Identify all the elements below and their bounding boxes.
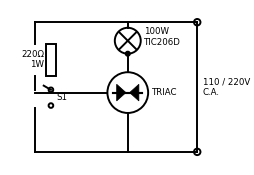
Polygon shape [129,84,138,101]
Circle shape [107,72,148,113]
Text: TRIAC: TRIAC [151,88,177,97]
Circle shape [193,149,200,155]
Circle shape [114,28,140,54]
Circle shape [193,19,200,26]
Text: S1: S1 [56,93,67,102]
Text: 100W
TIC206D: 100W TIC206D [143,27,180,47]
Text: 110 / 220V
C.A.: 110 / 220V C.A. [202,77,249,97]
Text: 220Ω
1W: 220Ω 1W [21,50,44,69]
Circle shape [49,88,53,92]
Polygon shape [116,84,125,101]
Bar [46,44,55,76]
Circle shape [49,103,53,108]
Circle shape [125,51,130,56]
